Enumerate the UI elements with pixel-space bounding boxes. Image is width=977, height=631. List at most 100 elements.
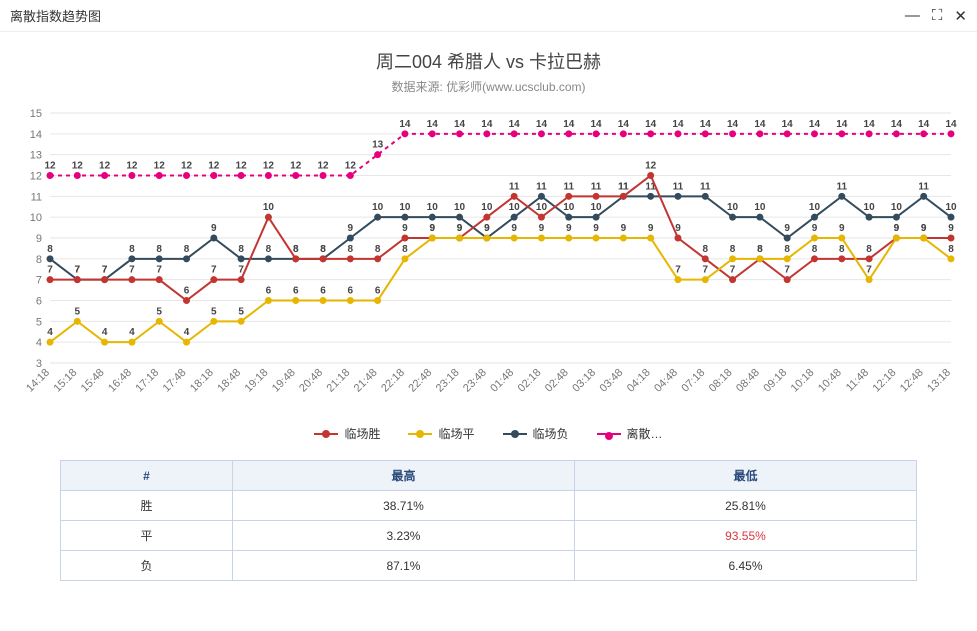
svg-text:08:18: 08:18 <box>707 367 735 395</box>
svg-text:22:48: 22:48 <box>406 367 434 395</box>
svg-text:9: 9 <box>429 223 435 234</box>
summary-table: # 最高 最低 胜38.71%25.81%平3.23%93.55%负87.1%6… <box>60 460 917 581</box>
svg-text:14: 14 <box>918 119 930 130</box>
svg-text:9: 9 <box>948 223 954 234</box>
svg-text:9: 9 <box>484 223 490 234</box>
svg-text:12: 12 <box>317 161 329 172</box>
cell-low: 93.55% <box>574 521 916 551</box>
svg-text:9: 9 <box>566 223 572 234</box>
svg-text:10:48: 10:48 <box>816 367 844 395</box>
svg-text:7: 7 <box>238 265 244 276</box>
svg-text:17:18: 17:18 <box>133 367 161 395</box>
svg-text:7: 7 <box>47 265 53 276</box>
legend-item-draw[interactable]: 临场平 <box>408 425 474 442</box>
svg-text:12: 12 <box>72 161 84 172</box>
legend-label-win: 临场胜 <box>344 425 380 442</box>
svg-text:13:18: 13:18 <box>925 367 953 395</box>
maximize-icon[interactable]: ⛶ <box>932 7 943 24</box>
legend-item-lose[interactable]: 临场负 <box>503 425 569 442</box>
svg-text:5: 5 <box>238 306 244 317</box>
svg-text:10: 10 <box>891 202 903 213</box>
svg-text:4: 4 <box>129 327 135 338</box>
svg-text:4: 4 <box>47 327 53 338</box>
svg-text:14: 14 <box>754 119 766 130</box>
svg-text:5: 5 <box>211 306 217 317</box>
svg-text:9: 9 <box>539 223 545 234</box>
close-icon[interactable]: ✕ <box>954 7 967 25</box>
svg-text:16:48: 16:48 <box>106 367 134 395</box>
svg-text:14: 14 <box>563 119 575 130</box>
legend-item-disp[interactable]: 离散… <box>597 425 663 442</box>
svg-text:14: 14 <box>399 119 411 130</box>
svg-text:14: 14 <box>30 129 42 141</box>
minimize-icon[interactable]: — <box>905 7 920 24</box>
svg-text:6: 6 <box>320 286 326 297</box>
svg-text:10: 10 <box>590 202 602 213</box>
svg-text:7: 7 <box>36 275 42 287</box>
svg-text:8: 8 <box>36 254 42 266</box>
svg-text:14: 14 <box>809 119 821 130</box>
svg-text:8: 8 <box>266 244 272 255</box>
svg-text:14: 14 <box>782 119 794 130</box>
svg-text:6: 6 <box>36 296 42 308</box>
svg-text:9: 9 <box>675 223 681 234</box>
svg-text:7: 7 <box>702 265 708 276</box>
svg-text:7: 7 <box>211 265 217 276</box>
svg-text:11: 11 <box>591 181 602 192</box>
svg-text:02:18: 02:18 <box>516 367 544 395</box>
svg-text:14: 14 <box>481 119 493 130</box>
svg-text:10: 10 <box>427 202 439 213</box>
svg-text:18:48: 18:48 <box>215 367 243 395</box>
svg-text:6: 6 <box>348 286 354 297</box>
cell-label: 负 <box>61 551 233 581</box>
svg-text:9: 9 <box>593 223 599 234</box>
svg-text:14: 14 <box>454 119 466 130</box>
svg-text:14: 14 <box>672 119 684 130</box>
svg-text:8: 8 <box>866 244 872 255</box>
svg-text:8: 8 <box>184 244 190 255</box>
svg-text:4: 4 <box>36 337 42 349</box>
th-label: # <box>61 461 233 491</box>
svg-text:21:48: 21:48 <box>352 367 380 395</box>
svg-text:14: 14 <box>645 119 657 130</box>
svg-text:11: 11 <box>918 181 929 192</box>
svg-text:7: 7 <box>784 265 790 276</box>
th-low: 最低 <box>574 461 916 491</box>
chart-title: 周二004 希腊人 vs 卡拉巴赫 <box>16 48 961 74</box>
svg-text:10: 10 <box>727 202 739 213</box>
svg-text:14: 14 <box>891 119 903 130</box>
svg-text:12: 12 <box>345 161 357 172</box>
svg-text:12: 12 <box>181 161 193 172</box>
svg-text:10: 10 <box>372 202 384 213</box>
cell-high: 38.71% <box>232 491 574 521</box>
svg-text:18:18: 18:18 <box>188 367 216 395</box>
svg-text:15:18: 15:18 <box>51 367 79 395</box>
svg-text:8: 8 <box>702 244 708 255</box>
svg-text:9: 9 <box>457 223 463 234</box>
svg-text:03:18: 03:18 <box>570 367 598 395</box>
svg-text:8: 8 <box>948 244 954 255</box>
svg-text:7: 7 <box>730 265 736 276</box>
svg-text:12: 12 <box>263 161 275 172</box>
svg-text:10: 10 <box>536 202 548 213</box>
svg-text:19:48: 19:48 <box>270 367 298 395</box>
svg-text:5: 5 <box>75 306 81 317</box>
svg-text:9: 9 <box>812 223 818 234</box>
summary-table-wrap: # 最高 最低 胜38.71%25.81%平3.23%93.55%负87.1%6… <box>0 442 977 581</box>
th-high: 最高 <box>232 461 574 491</box>
svg-text:11: 11 <box>536 181 547 192</box>
svg-text:9: 9 <box>894 223 900 234</box>
svg-text:09:18: 09:18 <box>761 367 789 395</box>
svg-text:9: 9 <box>839 223 845 234</box>
svg-text:7: 7 <box>156 265 162 276</box>
legend-item-win[interactable]: 临场胜 <box>314 425 380 442</box>
svg-text:6: 6 <box>266 286 272 297</box>
svg-text:9: 9 <box>648 223 654 234</box>
svg-text:12: 12 <box>154 161 166 172</box>
svg-text:6: 6 <box>375 286 381 297</box>
svg-text:8: 8 <box>784 244 790 255</box>
svg-text:10: 10 <box>399 202 411 213</box>
svg-text:14: 14 <box>536 119 548 130</box>
svg-text:13: 13 <box>30 150 42 162</box>
svg-text:9: 9 <box>402 223 408 234</box>
